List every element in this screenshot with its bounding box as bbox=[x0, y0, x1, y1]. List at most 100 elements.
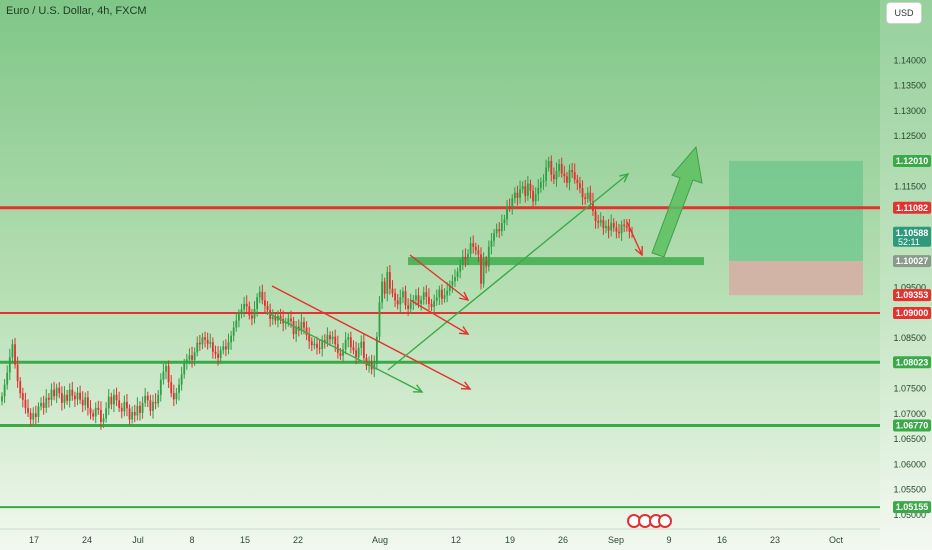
candle-body bbox=[45, 397, 48, 408]
candle-body bbox=[592, 201, 594, 211]
candle-body bbox=[60, 393, 63, 403]
candle-body bbox=[474, 246, 477, 251]
candle-body bbox=[243, 303, 246, 310]
candle-body bbox=[472, 243, 475, 247]
candle-body bbox=[178, 384, 180, 393]
event-icon[interactable] bbox=[658, 514, 672, 528]
price-label-box bbox=[893, 419, 931, 432]
price-label-box bbox=[893, 501, 931, 514]
price-tick: 1.06500 bbox=[893, 434, 926, 444]
candle-body bbox=[433, 300, 436, 307]
candle-body bbox=[120, 407, 123, 412]
candle-body bbox=[308, 335, 311, 342]
candle-body bbox=[92, 413, 95, 417]
candle-body bbox=[620, 224, 623, 234]
candle-body bbox=[435, 297, 438, 301]
pullback-diagonal-arrow-head bbox=[459, 291, 470, 301]
candle-body bbox=[211, 342, 214, 352]
candle-body bbox=[167, 365, 170, 383]
currency-button[interactable]: USD bbox=[886, 2, 922, 24]
candle-body bbox=[310, 341, 313, 346]
candle-body bbox=[456, 271, 459, 278]
candle-body bbox=[227, 342, 230, 350]
candle-body bbox=[290, 318, 292, 322]
candle-body bbox=[170, 382, 173, 394]
candle-body bbox=[115, 394, 118, 401]
price-tick: 1.08500 bbox=[893, 333, 926, 343]
candle-body bbox=[102, 418, 105, 423]
candle-body bbox=[550, 160, 553, 175]
candle-body bbox=[375, 336, 378, 364]
price-label: 1.06770 bbox=[896, 421, 929, 431]
price-labels: 1.11082 1.09000 1.08023 1.06770 1.05155 1.120… bbox=[893, 154, 931, 514]
channel-lower-arrow-head bbox=[412, 384, 424, 393]
candle-body bbox=[76, 392, 79, 400]
candle-body bbox=[198, 342, 201, 345]
candle-body bbox=[107, 396, 110, 409]
candle-body bbox=[425, 292, 428, 297]
price-tick: 1.11500 bbox=[894, 182, 926, 192]
candle-body bbox=[599, 220, 602, 223]
candle-body bbox=[326, 335, 329, 343]
price-label-box bbox=[893, 201, 931, 214]
candle-body bbox=[386, 272, 389, 294]
candle-body bbox=[300, 322, 303, 331]
time-tick: 26 bbox=[558, 535, 568, 545]
candle-body bbox=[152, 401, 154, 411]
candle-body bbox=[58, 387, 61, 394]
candle-body bbox=[511, 198, 514, 208]
candle-body bbox=[113, 394, 115, 405]
candle-body bbox=[55, 387, 58, 397]
horizontal-levels bbox=[0, 206, 880, 509]
candle-body bbox=[274, 316, 277, 321]
candle-body bbox=[172, 393, 175, 400]
candle-body bbox=[204, 337, 206, 340]
candle-body bbox=[342, 349, 344, 356]
candle-body bbox=[123, 401, 126, 412]
price-label: 1.11082 bbox=[896, 203, 928, 213]
candle-body bbox=[79, 392, 82, 400]
candle-body bbox=[586, 192, 589, 199]
candle-body bbox=[133, 411, 136, 416]
price-scale-background bbox=[880, 0, 932, 550]
candle-body bbox=[118, 400, 121, 408]
candle-body bbox=[388, 272, 391, 289]
candle-body bbox=[409, 302, 412, 309]
candle-body bbox=[21, 393, 24, 400]
time-tick: 16 bbox=[717, 535, 727, 545]
price-label: 1.09000 bbox=[896, 308, 929, 318]
candle-body bbox=[495, 229, 498, 234]
trend-line-arrow bbox=[387, 173, 629, 371]
candle-body bbox=[237, 313, 240, 321]
candle-body bbox=[105, 408, 108, 419]
candle-body bbox=[560, 163, 563, 174]
candle-body bbox=[305, 327, 308, 336]
candle-body bbox=[584, 197, 587, 199]
candle-body bbox=[568, 170, 571, 183]
candle-body bbox=[552, 174, 555, 180]
candle-body bbox=[521, 186, 524, 190]
candle-body bbox=[175, 392, 178, 400]
candle-body bbox=[498, 229, 501, 232]
candle-body bbox=[139, 405, 141, 413]
candle-body bbox=[232, 327, 235, 336]
pullback-lower-arrow-head bbox=[458, 326, 470, 335]
candle-body bbox=[29, 412, 32, 420]
candle-body bbox=[331, 336, 334, 340]
candle-body bbox=[422, 292, 425, 300]
support-zone bbox=[408, 257, 704, 266]
candle-body bbox=[581, 188, 584, 198]
price-label-box bbox=[893, 306, 931, 319]
candle-body bbox=[126, 401, 128, 409]
time-tick: 17 bbox=[29, 535, 39, 545]
candle-body bbox=[368, 361, 370, 366]
candle-body bbox=[19, 381, 22, 394]
candle-body bbox=[612, 223, 615, 228]
candle-body bbox=[573, 172, 576, 180]
candle-body bbox=[524, 186, 527, 196]
candle-body bbox=[451, 281, 454, 286]
candle-body bbox=[469, 243, 472, 254]
candle-body bbox=[149, 400, 152, 411]
candle-body bbox=[490, 240, 493, 247]
